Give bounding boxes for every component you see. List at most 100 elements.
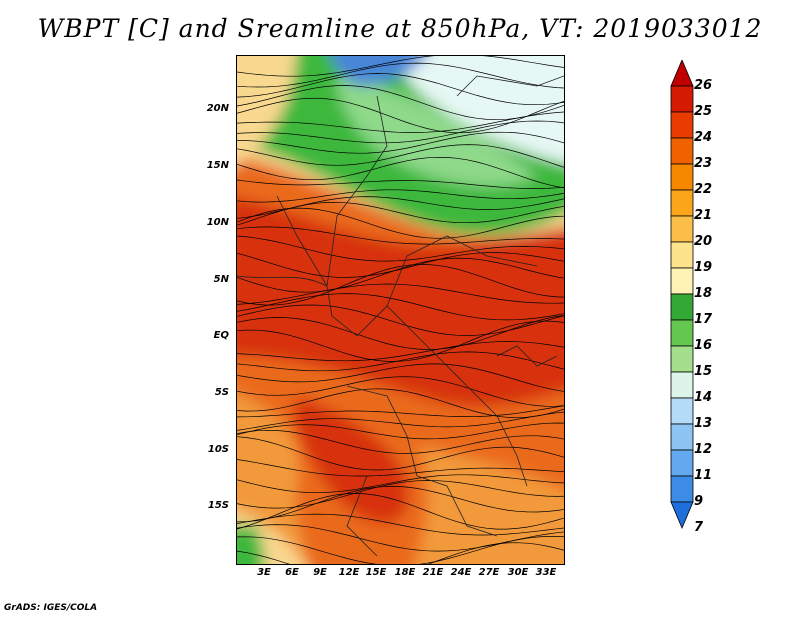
- streamline: [237, 536, 564, 564]
- streamline: [237, 405, 564, 418]
- colorbar-swatch: [670, 189, 694, 217]
- plot-title: WBPT [C] and Sreamline at 850hPa, VT: 20…: [37, 14, 763, 43]
- streamline: [237, 156, 564, 189]
- wbpt-field: [237, 56, 564, 564]
- lat-tick-label: EQ: [213, 330, 229, 341]
- colorbar-label: 17: [694, 312, 713, 327]
- colorbar-swatch: [670, 319, 694, 347]
- streamline: [237, 97, 564, 134]
- colorbar-label: 20: [694, 234, 713, 249]
- streamline: [237, 56, 564, 77]
- colorbar-top-arrow: [670, 60, 694, 87]
- temperature-shading: [237, 56, 564, 564]
- colorbar-label: 24: [694, 130, 713, 145]
- colorbar-label: 26: [694, 78, 713, 93]
- colorbar-swatch: [670, 449, 694, 477]
- colorbar-label: 23: [694, 156, 713, 171]
- streamline: [237, 235, 564, 262]
- colorbar-swatch: [670, 111, 694, 139]
- lon-tick-label: 6E: [285, 567, 299, 578]
- colorbar-swatch: [670, 371, 694, 399]
- colorbar-label: 16: [694, 338, 713, 353]
- colorbar-swatch: [670, 293, 694, 321]
- streamline: [237, 207, 564, 239]
- lon-tick-label: 18E: [394, 567, 416, 578]
- colorbar-swatch: [670, 345, 694, 373]
- lat-tick-label: 15S: [207, 500, 229, 511]
- streamline: [237, 315, 564, 350]
- lon-tick-label: 33E: [535, 567, 557, 578]
- streamline: [237, 131, 564, 154]
- colorbar-swatch: [670, 241, 694, 269]
- lat-tick-label: 5S: [214, 387, 229, 398]
- colorbar: [670, 60, 694, 530]
- streamline: [237, 62, 564, 89]
- colorbar-label: 25: [694, 104, 713, 119]
- colorbar-swatch: [670, 397, 694, 425]
- streamline: [237, 144, 564, 168]
- streamline: [237, 304, 564, 336]
- colorbar-swatch: [670, 423, 694, 451]
- lon-tick-label: 27E: [478, 567, 500, 578]
- streamline: [237, 179, 564, 189]
- lon-tick-label: 24E: [450, 567, 472, 578]
- colorbar-label: 14: [694, 390, 713, 405]
- streamline: [237, 264, 564, 306]
- lon-tick-label: 3E: [257, 567, 271, 578]
- lat-tick-label: 15N: [206, 160, 229, 171]
- colorbar-swatch: [670, 475, 694, 503]
- streamline: [237, 486, 564, 523]
- streamline: [237, 73, 564, 106]
- lat-tick-label: 10N: [206, 217, 229, 228]
- lat-tick-label: 5N: [213, 274, 229, 285]
- streamline: [237, 429, 564, 454]
- streamline: [237, 226, 564, 245]
- lon-tick-label: 12E: [338, 567, 360, 578]
- streamline: [237, 542, 564, 564]
- streamline: [237, 283, 564, 305]
- colorbar-label: 18: [694, 286, 713, 301]
- colorbar-swatch: [670, 137, 694, 165]
- streamline: [237, 376, 564, 407]
- streamline: [237, 436, 564, 471]
- streamline: [237, 363, 564, 392]
- colorbar-label: 13: [694, 416, 713, 431]
- colorbar-label: 22: [694, 182, 713, 197]
- streamline: [237, 189, 564, 203]
- streamline: [237, 493, 564, 530]
- lon-tick-label: 9E: [313, 567, 327, 578]
- streamline: [237, 120, 564, 144]
- streamline: [237, 388, 564, 419]
- colorbar-label: 21: [694, 208, 713, 223]
- streamline: [237, 341, 564, 362]
- lon-tick-label: 21E: [422, 567, 444, 578]
- colorbar-swatch: [670, 85, 694, 113]
- streamline: [237, 422, 564, 440]
- colorbar-label: 7: [694, 520, 704, 535]
- streamline: [237, 293, 564, 321]
- streamline: [237, 513, 564, 536]
- colorbar-label: 11: [694, 468, 713, 483]
- streamline: [237, 459, 564, 477]
- colorbar-swatch: [670, 215, 694, 243]
- colorbar-label: 15: [694, 364, 713, 379]
- lat-tick-label: 10S: [207, 444, 229, 455]
- country-borders: [237, 75, 564, 557]
- lat-tick-label: 20N: [206, 103, 229, 114]
- streamline: [237, 351, 564, 372]
- colorbar-swatch: [670, 267, 694, 295]
- streamlines: [237, 56, 564, 564]
- credit-text: GrADS: IGES/COLA: [4, 603, 98, 613]
- colorbar-swatch: [670, 163, 694, 191]
- colorbar-label: 12: [694, 442, 713, 457]
- lon-tick-label: 30E: [507, 567, 529, 578]
- streamline: [237, 201, 564, 226]
- streamline: [237, 320, 564, 362]
- lon-tick-label: 15E: [365, 567, 387, 578]
- streamline: [237, 480, 564, 509]
- colorbar-label: 19: [694, 260, 713, 275]
- colorbar-label: 9: [694, 494, 704, 509]
- streamline: [237, 411, 564, 431]
- colorbar-bottom-arrow: [670, 501, 694, 530]
- streamline: [237, 111, 564, 133]
